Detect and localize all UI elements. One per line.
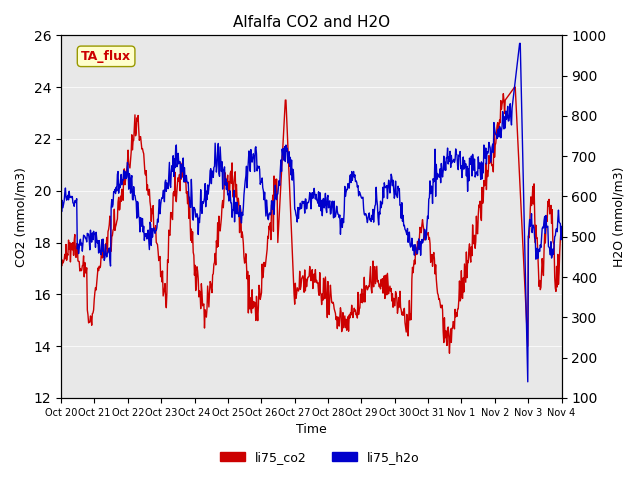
li75_h2o (88, 239, 95, 245)
li75_co2 (489, 162, 497, 168)
li75_h2o (348, 168, 356, 174)
Title: Alfalfa CO2 and H2O: Alfalfa CO2 and H2O (233, 15, 390, 30)
li75_h2o (557, 224, 565, 229)
Text: TA_flux: TA_flux (81, 50, 131, 63)
li75_co2 (348, 302, 356, 308)
li75_h2o (361, 212, 369, 218)
li75_h2o (437, 180, 445, 186)
li75_h2o (57, 201, 65, 207)
X-axis label: Time: Time (296, 423, 326, 436)
li75_co2 (437, 305, 445, 311)
Y-axis label: CO2 (mmol/m3): CO2 (mmol/m3) (15, 167, 28, 266)
Line: li75_h2o: li75_h2o (61, 43, 561, 382)
li75_co2 (57, 253, 65, 259)
li75_co2 (557, 227, 565, 233)
li75_co2 (376, 281, 384, 287)
li75_co2 (445, 350, 453, 356)
li75_co2 (88, 323, 95, 328)
Y-axis label: H2O (mmol/m3): H2O (mmol/m3) (612, 167, 625, 267)
Line: li75_co2: li75_co2 (61, 87, 561, 353)
li75_co2 (361, 299, 369, 305)
li75_h2o (488, 144, 496, 150)
li75_h2o (516, 40, 524, 46)
li75_h2o (376, 211, 384, 217)
Legend: li75_co2, li75_h2o: li75_co2, li75_h2o (215, 446, 425, 469)
li75_h2o (524, 379, 532, 384)
li75_co2 (511, 84, 518, 90)
